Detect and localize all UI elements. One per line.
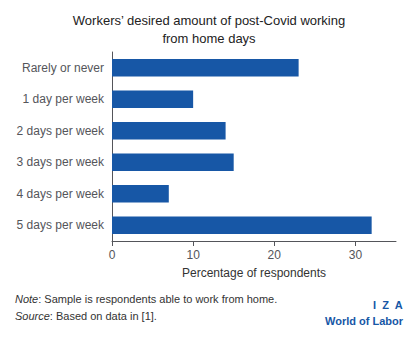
svg-text:20: 20: [268, 248, 282, 262]
svg-text:2 days per week: 2 days per week: [17, 124, 105, 138]
svg-text:I Z A: I Z A: [373, 299, 403, 311]
svg-text:World of Labor: World of Labor: [325, 315, 404, 327]
svg-text:4 days per week: 4 days per week: [17, 187, 105, 201]
svg-text:Note: Note: [15, 293, 38, 305]
svg-text:0: 0: [109, 248, 116, 262]
svg-text:Workers’ desired amount of pos: Workers’ desired amount of post-Covid wo…: [73, 13, 345, 28]
svg-text:1 day per week: 1 day per week: [23, 92, 105, 106]
svg-text:5 days per week: 5 days per week: [17, 218, 105, 232]
svg-text:: Based on data in [1].: : Based on data in [1].: [50, 310, 157, 322]
svg-text:10: 10: [186, 248, 200, 262]
svg-text:30: 30: [349, 248, 363, 262]
svg-text:Rarely or never: Rarely or never: [22, 61, 104, 75]
svg-text:3 days per week: 3 days per week: [17, 155, 105, 169]
svg-text:Percentage of respondents: Percentage of respondents: [182, 266, 326, 280]
svg-text:Source: Source: [15, 310, 50, 322]
svg-text:from home days: from home days: [162, 31, 256, 46]
svg-text:: Sample is respondents able t: : Sample is respondents able to work fro…: [38, 293, 277, 305]
